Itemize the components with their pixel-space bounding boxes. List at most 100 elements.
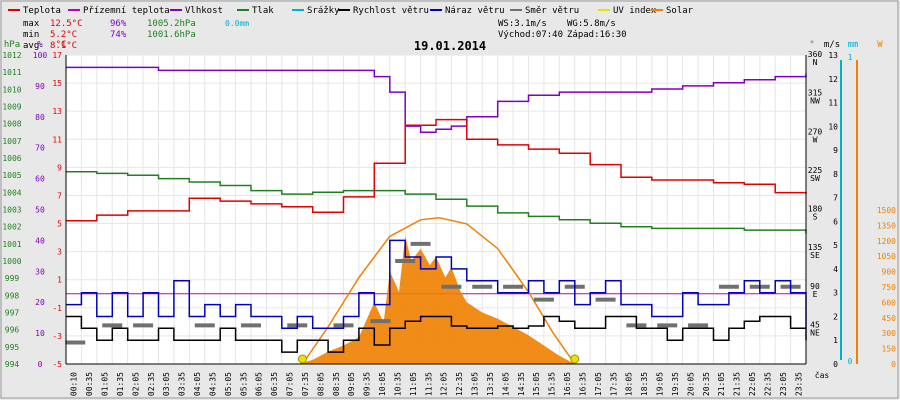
time-tick: 12:35 [455,372,464,396]
humidity-tick: 80 [35,113,45,122]
direction-label: SW [810,174,820,183]
legend-label: Rychlost větru [353,6,429,16]
wind-gust-max: WG:5.8m/s [567,19,616,29]
time-tick: 12:05 [440,372,449,396]
temperature-line [66,118,807,222]
temperature-tick: 17 [52,51,62,60]
time-tick: 05:05 [224,372,233,396]
sunrise-marker [297,354,307,364]
humidity-unit: % [37,40,43,50]
temperature-tick: 9 [57,163,62,172]
stat-temp: 8.1°C [50,41,77,51]
time-tick: 15:05 [532,372,541,396]
direction-label: E [813,290,818,299]
solar-tick: 600 [882,298,897,307]
direction-tick: 360 [808,50,823,59]
time-tick: 02:35 [147,372,156,396]
time-tick: 14:35 [517,372,526,396]
time-tick: 23:35 [794,372,803,396]
pressure-line [66,170,807,234]
pressure-tick: 1001 [2,240,21,249]
humidity-tick: 20 [35,298,45,307]
axes: hPa% °C ° m/s mm W101210111010100910081007100… [2,40,896,369]
sunset-marker [570,354,580,364]
stat-label: min [23,30,39,40]
stat-temp: 5.2°C [50,30,77,40]
time-tick: 19:05 [656,372,665,396]
humidity-line [66,66,807,134]
pressure-tick: 996 [5,326,20,335]
humidity-tick: 50 [35,206,45,215]
time-tick: 07:05 [286,372,295,396]
wind-tick: 11 [828,99,838,108]
pressure-tick: 997 [5,309,20,318]
time-tick: 03:05 [162,372,171,396]
time-tick: 06:35 [270,372,279,396]
direction-tick: 45 [810,320,820,329]
wind-info-block: WS:3.1m/s WG:5.8m/s Východ:07:40 Západ:16:3… [498,19,627,40]
stat-temp: 12.5°C [50,19,83,29]
legend-label: Přízemní teplota [83,6,170,16]
temperature-tick: 7 [57,191,62,200]
time-tick: 10:05 [378,372,387,396]
pressure-tick: 1012 [2,51,21,60]
stat-label: avg [23,41,39,51]
time-tick: 19:35 [671,372,680,396]
direction-tick: 135 [808,243,823,252]
temperature-tick: 13 [52,107,62,116]
stat-pressure: 1005.2hPa [147,19,196,29]
solar-tick: 1050 [877,252,896,261]
wind-tick: 9 [833,146,838,155]
solar-tick: 750 [882,283,897,292]
direction-tick: 180 [808,205,823,214]
legend-label: Srážky [307,6,340,16]
legend-label: Směr větru [525,6,579,16]
stat-pressure: 1001.6hPa [147,30,196,40]
pressure-tick: 1006 [2,154,21,163]
sunset-time: Západ:16:30 [567,30,627,40]
time-tick: 11:05 [409,372,418,396]
time-tick: 23:05 [779,372,788,396]
stat-rain: 0.0mm [225,19,249,28]
pressure-unit: hPa [4,40,20,50]
stats-block: max 12.5°C 96% 1005.2hPa 0.0mm min 5.2°C 74% 100… [23,19,249,51]
time-tick: 20:35 [702,372,711,396]
temperature-tick: 1 [57,276,62,285]
time-tick: 13:05 [471,372,480,396]
direction-label: N [813,58,818,67]
wind-speed-line [66,315,807,353]
pressure-tick: 1009 [2,103,21,112]
temperature-tick: 11 [52,135,62,144]
wind-tick: 2 [833,312,838,321]
wind-tick: 7 [833,194,838,203]
wind-unit: m/s [824,40,840,50]
direction-label: S [813,213,818,222]
direction-label: SE [810,251,820,260]
humidity-tick: 90 [35,82,45,91]
x-axis-unit: čas [815,370,830,380]
solar-tick: 1500 [877,206,896,215]
wind-tick: 5 [833,241,838,250]
time-tick: 01:05 [101,372,110,396]
time-tick: 05:35 [239,372,248,396]
wind-tick: 13 [828,51,838,60]
time-tick: 00:10 [70,372,79,396]
stat-humidity: 96% [110,19,127,29]
wind-gust-line [66,239,807,330]
time-tick: 22:05 [748,372,757,396]
humidity-tick: 100 [33,51,48,60]
humidity-tick: 60 [35,175,45,184]
time-tick: 22:35 [764,372,773,396]
legend: Teplota Přízemní teplota Vlhkost Tlak Srážky… [8,6,694,16]
x-axis: 00:10 00:35 01:05 01:35 02:05 02:35 03:05 03:35… [70,370,830,396]
direction-tick: 315 [808,89,823,98]
time-tick: 16:05 [563,372,572,396]
pressure-tick: 995 [5,343,20,352]
time-tick: 09:05 [347,372,356,396]
pressure-tick: 1003 [2,206,21,215]
time-tick: 07:35 [301,372,310,396]
stat-humidity: 74% [110,30,127,40]
pressure-tick: 1010 [2,85,21,94]
solar-tick: 900 [882,268,897,277]
